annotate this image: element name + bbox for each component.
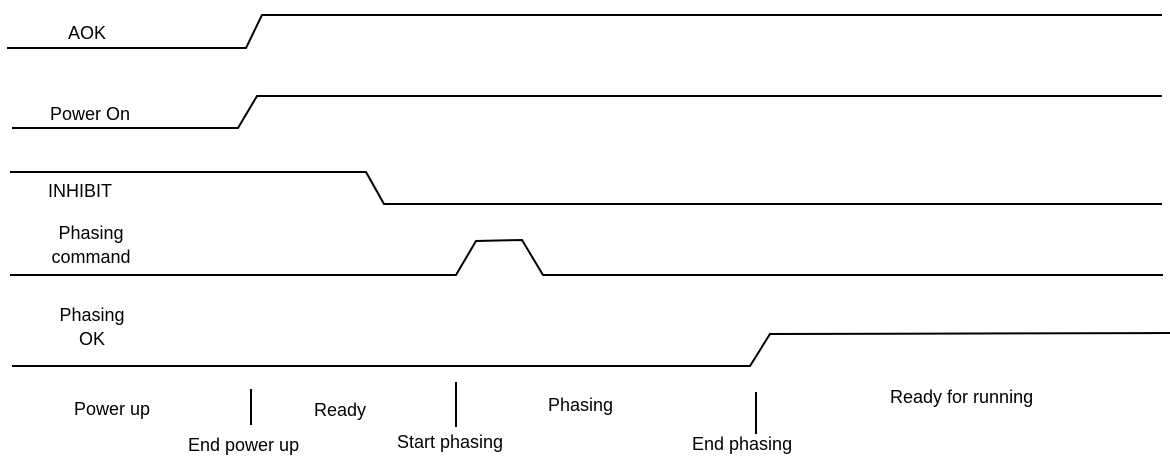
signal-aok: AOK: [7, 14, 1162, 49]
signal-aok-label: AOK: [68, 23, 106, 43]
signal-phasing-command-label-line1: Phasing: [58, 223, 123, 243]
signal-phasing-ok-trace: [12, 332, 1170, 367]
signal-phasing-ok-label-line2: OK: [79, 329, 105, 349]
signal-phasing-command: Phasing command: [10, 223, 1163, 276]
event-label-start-phasing: Start phasing: [397, 432, 503, 452]
signal-inhibit: INHIBIT: [10, 171, 1162, 205]
signal-phasing-ok-label-line1: Phasing: [59, 305, 124, 325]
signal-inhibit-label: INHIBIT: [48, 181, 112, 201]
event-label-end-power-up: End power up: [188, 435, 299, 455]
signal-phasing-ok: Phasing OK: [12, 305, 1170, 367]
signal-power-on-label: Power On: [50, 104, 130, 124]
phase-label-ready-for-running: Ready for running: [890, 387, 1033, 407]
signal-aok-trace: [7, 14, 1162, 49]
signal-inhibit-trace: [10, 171, 1162, 205]
phase-label-ready: Ready: [314, 400, 366, 420]
signal-power-on: Power On: [12, 95, 1162, 129]
event-label-end-phasing: End phasing: [692, 434, 792, 454]
signal-power-on-trace: [12, 95, 1162, 129]
signal-phasing-command-label-line2: command: [51, 247, 130, 267]
signal-phasing-command-trace: [10, 238, 1163, 276]
phase-label-power-up: Power up: [74, 399, 150, 419]
phase-label-phasing: Phasing: [548, 395, 613, 415]
